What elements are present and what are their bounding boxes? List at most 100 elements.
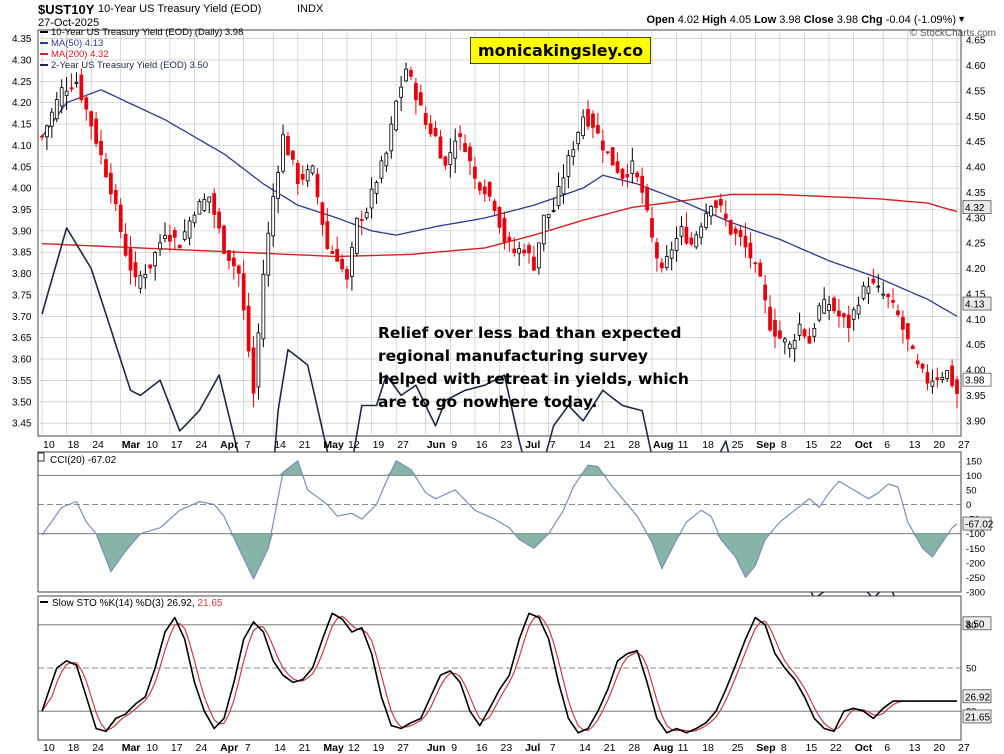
candle-down xyxy=(241,273,246,311)
candle-up xyxy=(930,380,935,387)
left-axis-tick-label: 3.80 xyxy=(12,269,32,280)
candle-up xyxy=(571,149,576,157)
candle-down xyxy=(915,360,920,365)
candle-down xyxy=(723,213,728,219)
ma50-value-tag-box xyxy=(962,296,992,311)
candle-down xyxy=(753,262,758,265)
left-axis-tick-label: 3.55 xyxy=(12,376,32,387)
candle-down xyxy=(473,166,477,179)
x-axis-label: 6 xyxy=(884,742,890,754)
cci-axis-label: -100 xyxy=(966,529,985,540)
date-label: 27-Oct-2025 xyxy=(38,17,100,29)
candle-down xyxy=(738,229,743,238)
candle-down xyxy=(330,251,335,254)
candle-up xyxy=(566,155,571,177)
x-axis-label: 19 xyxy=(373,742,385,754)
candle-down xyxy=(743,235,748,248)
sto-title: Slow STO %K(14) %D(3) 26.92, 21.65 xyxy=(52,598,223,609)
candle-down xyxy=(458,133,463,138)
left-axis-tick-label: 4.00 xyxy=(12,184,32,195)
x-axis-label: 21 xyxy=(299,742,311,754)
x-axis-label: Apr xyxy=(220,742,238,754)
candle-up xyxy=(74,81,79,84)
cci-axis-label: 100 xyxy=(966,471,982,482)
right-axis-tick-label: 4.45 xyxy=(966,137,986,148)
x-axis-label: 24 xyxy=(196,439,208,451)
x-axis-label: 23 xyxy=(501,439,513,451)
x-axis-label: 18 xyxy=(702,742,714,754)
x-axis-label: 27 xyxy=(958,742,970,754)
candle-up xyxy=(354,218,359,254)
candle-up xyxy=(817,305,822,321)
candle-down xyxy=(591,113,595,128)
chevron-down-icon[interactable]: ▼ xyxy=(957,14,966,24)
candle-down xyxy=(84,97,89,110)
candle-up xyxy=(787,343,792,349)
candle-down xyxy=(423,113,428,125)
candle-up xyxy=(153,252,158,267)
candle-down xyxy=(212,193,217,215)
x-axis-label: 9 xyxy=(451,742,457,754)
close-value-tag-box xyxy=(962,372,992,387)
x-axis-label: 15 xyxy=(806,742,818,754)
candle-down xyxy=(148,264,153,269)
candle-down xyxy=(768,306,772,331)
candle-up xyxy=(350,246,354,277)
right-axis-tick-label: 4.35 xyxy=(966,188,986,199)
left-axis-tick-label: 4.20 xyxy=(12,98,32,109)
candle-down xyxy=(108,172,113,195)
candle-up xyxy=(261,273,266,340)
candle-up xyxy=(266,232,271,276)
cci-axis-label: -150 xyxy=(966,544,985,555)
candle-down xyxy=(227,250,231,261)
sto-k-value-tag: 26.92 xyxy=(965,692,990,703)
candle-up xyxy=(404,68,408,82)
candle-up xyxy=(158,242,162,250)
x-axis-label: 20 xyxy=(933,439,945,451)
close-value-tag: 3.98 xyxy=(965,376,985,387)
x-axis-label: 21 xyxy=(299,439,311,451)
x-axis-label: Mar xyxy=(122,439,141,451)
x-axis-label: 11 xyxy=(678,742,689,754)
candle-down xyxy=(325,221,330,249)
x-axis-label: Apr xyxy=(220,439,238,451)
x-axis-label: 17 xyxy=(171,439,183,451)
low-value: 3.98 xyxy=(779,14,801,26)
x-axis-label: 28 xyxy=(628,439,640,451)
x-axis-label: Mar xyxy=(122,742,141,754)
candle-down xyxy=(497,207,502,228)
right-axis-tick-label: 4.00 xyxy=(966,366,986,377)
candle-down xyxy=(482,186,487,195)
candle-down xyxy=(640,175,645,193)
x-axis-label: 27 xyxy=(397,742,409,754)
cci-panel: 150100500-50-100-150-200-250-300CCI(20) … xyxy=(37,451,994,599)
right-axis-tick-label: 4.55 xyxy=(966,86,986,97)
candle-down xyxy=(615,161,620,173)
candle-down xyxy=(935,377,940,380)
left-axis-tick-label: 3.95 xyxy=(12,205,32,216)
x-axis-label: 16 xyxy=(476,439,488,451)
candle-up xyxy=(276,172,281,199)
left-axis-tick-label: 3.45 xyxy=(12,419,32,430)
x-axis-label: 13 xyxy=(909,439,921,451)
x-axis-label: 12 xyxy=(348,742,360,754)
left-axis-tick-label: 4.35 xyxy=(12,34,32,45)
candle-down xyxy=(645,186,649,211)
candle-down xyxy=(409,70,413,77)
sto-d-value-tag: 21.65 xyxy=(965,712,990,723)
x-axis-label: 27 xyxy=(958,439,970,451)
candle-up xyxy=(59,87,64,107)
x-axis-label: 7 xyxy=(245,439,251,451)
candle-up xyxy=(310,165,315,174)
sto-d-value: 21.65 xyxy=(197,598,222,609)
cci-value-tag: -67.02 xyxy=(965,520,994,531)
left-axis-tick-label: 3.70 xyxy=(12,312,32,323)
ma50-value-tag: 4.13 xyxy=(965,300,985,311)
legend-entry: 2-Year US Treasury Yield (EOD) 3.50 xyxy=(51,60,208,71)
candle-down xyxy=(168,234,172,242)
watermark-box: monicakingsley.co xyxy=(470,37,652,64)
candle-down xyxy=(359,219,364,221)
candle-down xyxy=(231,257,236,267)
candle-down xyxy=(728,219,733,235)
x-axis-label: 8 xyxy=(781,742,787,754)
